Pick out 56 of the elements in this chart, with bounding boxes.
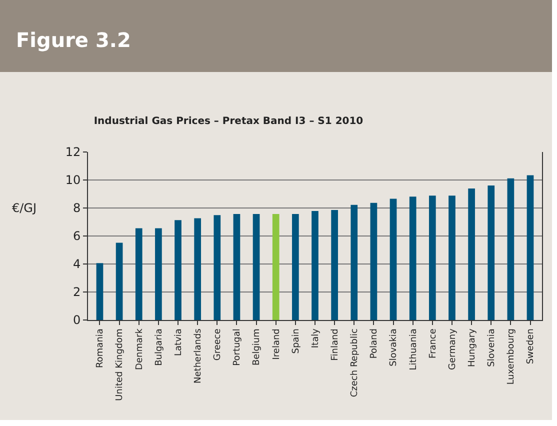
bar: [350, 204, 358, 320]
x-tick-label: Denmark: [134, 328, 145, 370]
bar: [272, 214, 280, 320]
bar: [214, 215, 221, 320]
x-tick-label: Slovenia: [487, 328, 498, 367]
y-axis-title: €/GJ: [12, 201, 37, 215]
bar: [409, 196, 416, 320]
bar: [292, 214, 299, 320]
x-tick-label: United Kingdom: [115, 328, 126, 401]
y-tick-label: 12: [65, 145, 81, 160]
x-tick-label: Czech Republic: [350, 328, 360, 398]
x-tick-label: Poland: [370, 328, 380, 359]
x-tick-label: Romania: [96, 328, 106, 368]
x-tick-label: Greece: [213, 328, 224, 361]
y-tick-label: 10: [65, 173, 81, 188]
bar: [507, 178, 514, 320]
bar: [174, 220, 182, 320]
x-tick-label: Netherlands: [194, 328, 204, 384]
y-tick-label: 6: [72, 229, 81, 244]
x-tick-label: Spain: [291, 328, 302, 354]
x-tick-label: Bulgaria: [154, 328, 164, 366]
bar: [252, 214, 260, 320]
bar: [428, 196, 436, 320]
y-tick-label: 2: [72, 285, 81, 300]
x-tick-label: Sweden: [526, 328, 536, 364]
x-tick-label: Luxembourg: [506, 328, 517, 385]
bar: [155, 228, 162, 320]
y-tick-label: 0: [72, 313, 81, 328]
x-tick-label: Belgium: [252, 328, 262, 366]
bar: [448, 196, 456, 320]
bar: [233, 214, 240, 320]
x-tick-label: Hungary: [467, 328, 478, 368]
bar: [194, 218, 202, 320]
y-tick-label: 8: [72, 201, 81, 216]
bar: [331, 210, 338, 320]
chart-subtitle: Industrial Gas Prices – Pretax Band I3 – S1 2010: [94, 116, 364, 128]
x-tick-label: Ireland: [272, 328, 282, 360]
x-tick-label: France: [428, 328, 438, 359]
x-tick-label: Germany: [448, 328, 458, 370]
bar: [488, 185, 495, 320]
bar: [312, 210, 318, 320]
x-tick-label: Lithuania: [408, 328, 419, 370]
y-tick-label: 4: [72, 257, 81, 272]
bar: [135, 228, 142, 320]
bar: [468, 188, 475, 320]
bar: [526, 175, 534, 320]
bar: [370, 202, 378, 320]
bar: [116, 242, 123, 320]
x-tick-label: Portugal: [232, 328, 243, 366]
bar: [390, 198, 397, 320]
x-tick-label: Latvia: [174, 328, 184, 356]
x-tick-label: Italy: [310, 328, 321, 348]
x-tick-label: Slovakia: [389, 328, 400, 366]
x-tick-label: Finland: [330, 328, 340, 361]
bar: [96, 263, 104, 320]
chart-title: Figure 3.2: [16, 28, 131, 52]
